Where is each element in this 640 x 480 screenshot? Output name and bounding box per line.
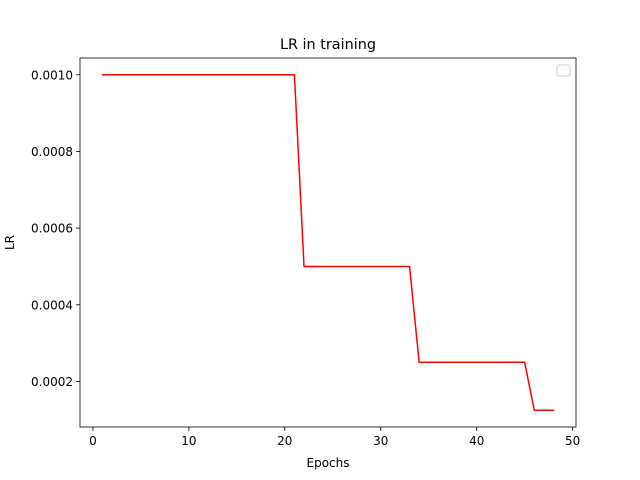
plot-area	[80, 58, 576, 427]
x-tick-label: 30	[373, 434, 388, 448]
y-axis-ticks: 0.0002 0.0004 0.0006 0.0008 0.0010	[31, 68, 80, 389]
series-line	[101, 74, 555, 411]
y-tick-label: 0.0002	[31, 375, 73, 389]
y-tick-label: 0.0006	[31, 222, 73, 236]
axes-frame	[79, 57, 577, 428]
x-tick-label: 10	[181, 434, 196, 448]
y-tick-label: 0.0010	[31, 68, 73, 82]
y-axis-label: LR	[3, 235, 17, 250]
series-layer	[101, 74, 555, 411]
legend	[556, 64, 571, 77]
x-axis-label: Epochs	[307, 456, 350, 470]
y-tick-label: 0.0008	[31, 145, 73, 159]
x-axis-ticks: 0 10 20 30 40 50	[89, 427, 580, 448]
x-tick-label: 20	[277, 434, 292, 448]
x-tick-label: 50	[565, 434, 580, 448]
y-tick-label: 0.0004	[31, 298, 73, 312]
chart-title: LR in training	[280, 37, 376, 53]
x-tick-label: 0	[89, 434, 97, 448]
x-tick-label: 40	[469, 434, 484, 448]
legend-box	[556, 64, 571, 77]
